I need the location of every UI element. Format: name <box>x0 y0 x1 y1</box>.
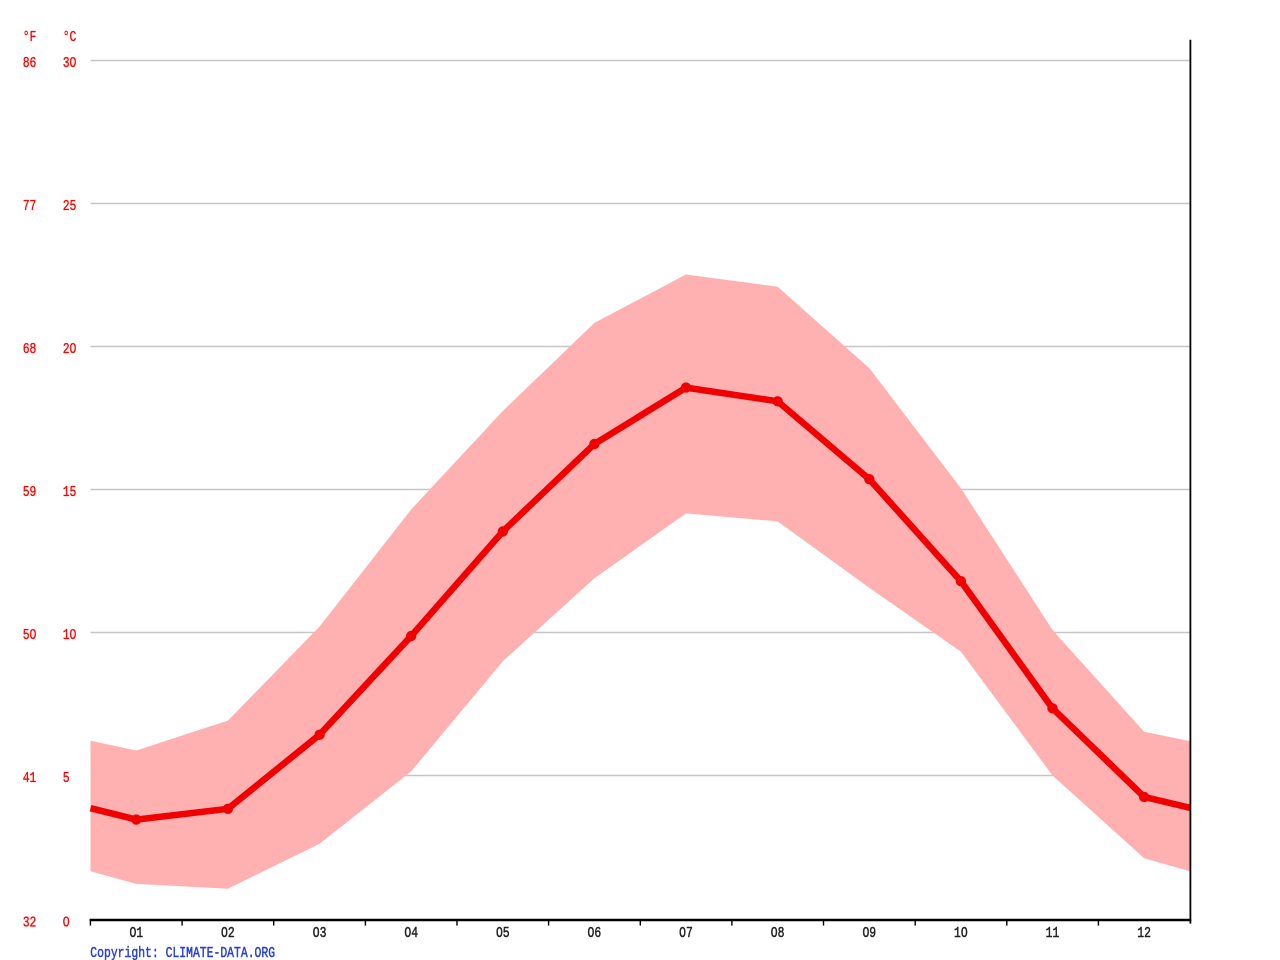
svg-text:1O: 1O <box>954 925 968 942</box>
svg-text:41: 41 <box>23 770 37 787</box>
svg-text:86: 86 <box>23 55 37 72</box>
svg-text:15: 15 <box>63 484 77 501</box>
svg-text:12: 12 <box>1137 925 1151 942</box>
svg-text:25: 25 <box>63 198 77 215</box>
svg-text:32: 32 <box>23 914 37 931</box>
svg-text:O: O <box>63 914 70 931</box>
svg-text:O2: O2 <box>221 925 235 942</box>
svg-text:O1: O1 <box>129 925 143 942</box>
svg-text:59: 59 <box>23 484 37 501</box>
svg-text:O8: O8 <box>771 925 785 942</box>
svg-text:Copyright: CLIMATE-DATA.ORG: Copyright: CLIMATE-DATA.ORG <box>90 945 275 960</box>
svg-text:68: 68 <box>23 341 37 358</box>
svg-text:O4: O4 <box>404 925 418 942</box>
svg-text:O6: O6 <box>588 925 602 942</box>
svg-text:5O: 5O <box>23 627 37 644</box>
svg-text:77: 77 <box>23 198 37 215</box>
svg-text:°C: °C <box>63 29 77 46</box>
svg-text:1O: 1O <box>63 627 77 644</box>
svg-text:O3: O3 <box>313 925 327 942</box>
svg-text:O7: O7 <box>679 925 693 942</box>
svg-text:O5: O5 <box>496 925 510 942</box>
svg-text:3O: 3O <box>63 55 77 72</box>
svg-text:°F: °F <box>23 29 37 46</box>
svg-text:O9: O9 <box>862 925 876 942</box>
svg-text:2O: 2O <box>63 341 77 358</box>
svg-text:11: 11 <box>1046 925 1060 942</box>
svg-text:5: 5 <box>63 770 70 787</box>
